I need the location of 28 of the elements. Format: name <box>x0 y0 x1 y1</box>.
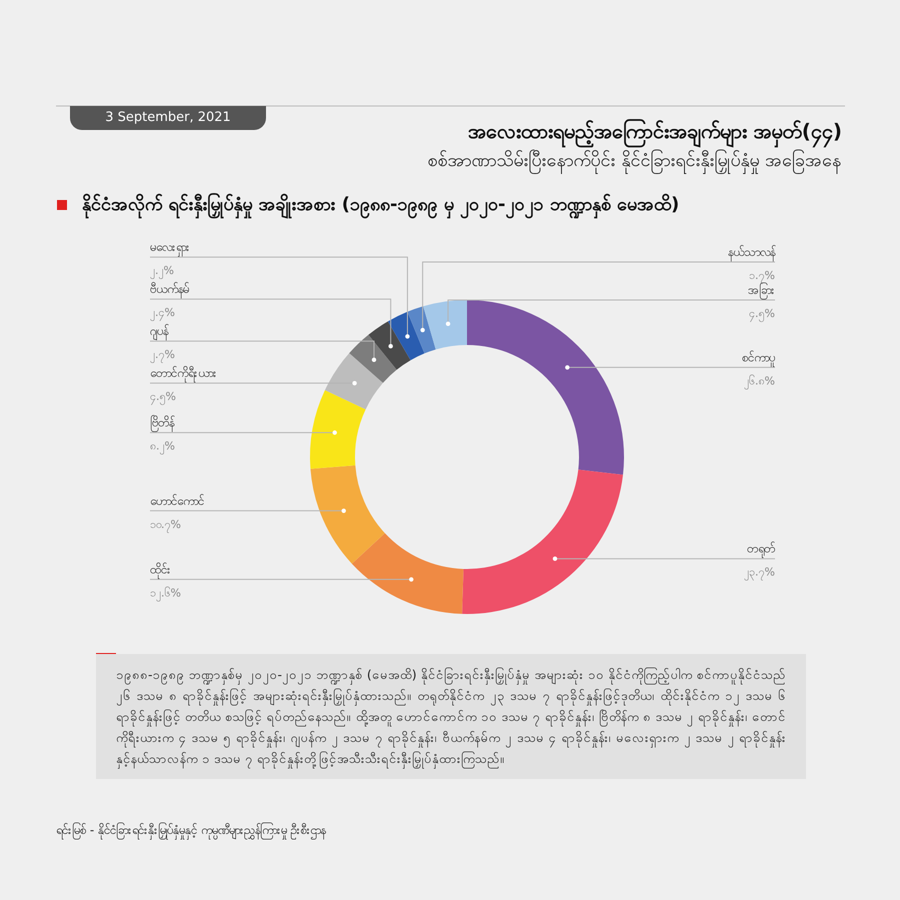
slice-label: ဟောင်ကောင် <box>150 492 204 508</box>
slice-label: ဗြိတိန် <box>150 414 175 433</box>
text: ရင်းမြစ် - နိုင်ငံခြားရင်းနှီးမြှုပ်နှံမှုနှင့် ကုမ္ပဏီများညွှန်ကြားမှု ဦးစီးဌာန <box>56 822 326 840</box>
slice-label: တောင်ကိုရီးယား <box>150 365 217 384</box>
data-label: ၂.၄% <box>150 306 175 322</box>
slice-label: အခြား <box>748 281 775 300</box>
chart-title: အလေးထားရမည့်အကြောင်းအချက်များ အမှတ်(၄၄) <box>468 118 842 148</box>
chart-subtitle: စစ်အာဏာသိမ်းပြီးနောက်ပိုင်း နိုင်ငံခြားရင်းနှီးမြှုပ်နှံမှု အခြေအနေ <box>428 148 842 175</box>
data-label: ၁၂.၆% <box>150 586 181 602</box>
slice-label: စင်ကာပူ <box>742 349 775 368</box>
data-label: ၁၀.၇% <box>150 518 181 533</box>
data-label: ၂၆.၈% <box>744 374 775 390</box>
slice-label: ထိုင်း <box>150 561 171 580</box>
data-label: ၂.၇% <box>150 348 175 364</box>
text: ၁၉၈၈-၁၉၈၉ ဘဏ္ဍာနှစ်မှ ၂၀၂၀-၂၀၂၁ ဘဏ္ဍာနှစ် (မေအထိ) နိုင်ငံခြားရင်းနှီးမြှုပ်နှံမှု အများဆုံး ၁၀ နိုင်ငံကိုကြည့်ပါက စင်ကာပူနိုင်ငံသည် ၂၆ ဒသမ ၈ ရာခိုင်နှုန်းဖြင့် အများဆုံးရင်းနှီးမြှုပ်နှံထားသည်။ တရုတ်နိုင်ငံက ၂၃ ဒသမ ၇ ရာခိုင်နှုန်းဖြင့်ဒုတိယ၊ ထိုင်းနိုင်ငံက ၁၂ ဒသမ ၆ ရာခိုင်နှုန်းဖြင့် တတိယ စသဖြင့် ရပ်တည်နေသည်။ ထို့အတူ ဟောင်ကောင်က ၁၀ ဒသမ ၇ ရာခိုင်နှုန်း၊ ဗြိတိန်က ၈ ဒသမ ၂ ရာခိုင်နှုန်း၊ တောင်ကိုရီးယားက ၄ ဒသမ ၅ ရာခိုင်နှုန်း၊ ဂျပန်က ၂ ဒသမ ၇ ရာခိုင်နှုန်း၊ ဗီယက်နမ်က ၂ ဒသမ ၄ ရာခိုင်နှုန်း၊ မလေးရှားက ၂ ဒသမ ၂ ရာခိုင်နှုန်းနှင့်နယ်သာလန်က ၁ ဒသမ ၇ ရာခိုင်နှုန်းတို့ဖြင့်အသီးသီးရင်းနှီးမြှုပ်နှံထားကြသည်။ <box>96 654 806 779</box>
data-label: ၈.၂% <box>150 440 175 455</box>
slice-label: ဂျပန် <box>150 323 169 342</box>
slice-label: တရုတ် <box>747 540 775 559</box>
data-label: ၄.၅% <box>150 390 176 406</box>
data-label: ၂၃.၇% <box>744 566 775 581</box>
slice-label: မလေးရှား <box>150 240 190 258</box>
data-label: ၁.၇% <box>749 269 775 284</box>
slice-label: နယ်သာလန် <box>728 244 776 262</box>
text: နိုင်ငံအလိုက် ရင်းနှီးမြှုပ်နှံမှု အချိုးအစား (၁၉၈၈-၁၉၈၉ မှ ၂၀၂၀-၂၀၂၁ ဘဏ္ဍာနှစ် မေအထိ) <box>82 192 680 219</box>
data-label: ၂.၂% <box>150 264 174 280</box>
slice-label: ဗီယက်နမ် <box>150 281 189 300</box>
data-label: ၄.၅% <box>749 307 775 322</box>
text: 3 September, 2021 <box>70 106 266 130</box>
